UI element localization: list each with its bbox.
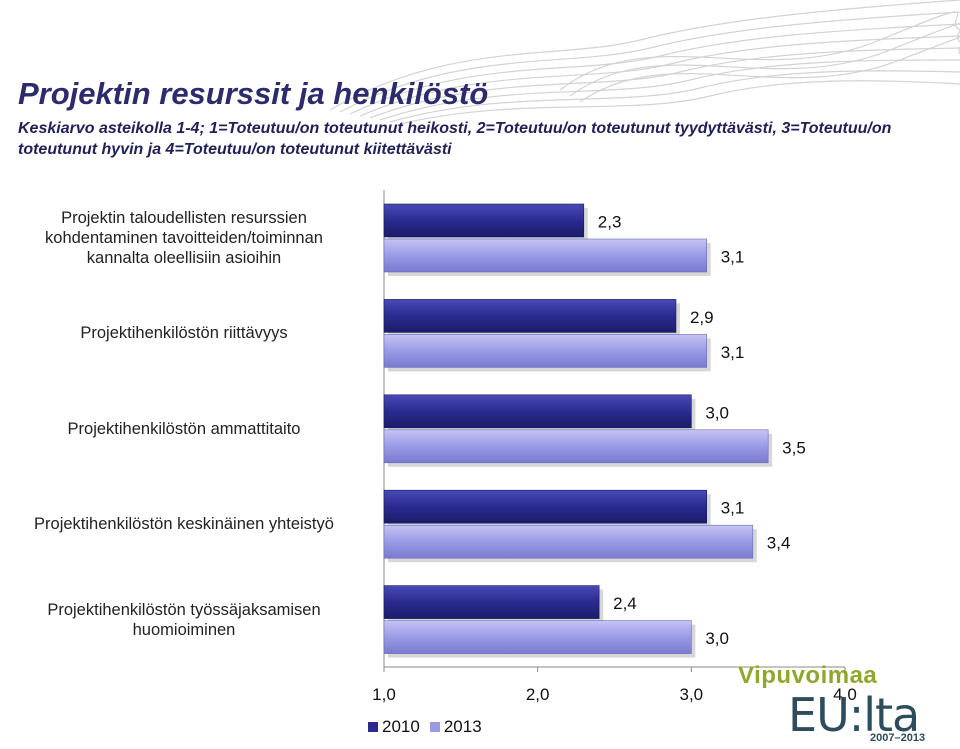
bar-2010	[383, 394, 692, 429]
category-label: Projektihenkilöstön työssäjaksamisen huo…	[47, 600, 321, 639]
bar-2010	[383, 489, 708, 524]
bar-2013	[383, 429, 769, 464]
legend-label-2010: 2010	[382, 717, 420, 736]
page-subtitle: Keskiarvo asteikolla 1-4; 1=Toteutuu/on …	[18, 120, 892, 158]
logo-line-3: 2007–2013	[870, 732, 926, 744]
legend-item-2013: 2013	[429, 717, 482, 737]
bar-2013	[383, 620, 692, 654]
bar-2010	[383, 585, 600, 619]
legend-swatch-2010	[368, 722, 378, 732]
data-label-2010: 3,1	[721, 499, 745, 518]
x-tick-label: 4,0	[833, 685, 857, 704]
bar-2013	[383, 334, 708, 368]
data-label-2010: 2,3	[598, 213, 622, 232]
legend-label-2013: 2013	[443, 717, 482, 736]
data-label-2010: 2,4	[613, 594, 637, 613]
data-label-2013: 3,1	[721, 248, 745, 267]
data-label-2013: 3,0	[705, 629, 729, 648]
logo-line-1: Vipuvoimaa	[738, 662, 878, 689]
data-label-2013: 3,4	[767, 534, 791, 553]
bar-2013	[383, 524, 754, 559]
logo-line-2: EU:lta	[788, 688, 920, 742]
data-label-2010: 3,0	[705, 403, 729, 422]
vipuvoimaa-eu-logo: Vipuvoimaa EU:lta 2007–2013	[738, 662, 938, 746]
chart-legend: 2010 2013	[368, 717, 492, 737]
data-label-2013: 3,1	[721, 343, 745, 362]
bar-2010	[383, 299, 677, 333]
page-title: Projektin resurssit ja henkilöstö	[18, 76, 489, 111]
bar-2013	[383, 238, 708, 273]
category-label: Projektihenkilöstön keskinäinen yhteisty…	[34, 515, 334, 534]
legend-item-2010: 2010	[368, 717, 420, 737]
decorative-wave-graphic	[329, 0, 960, 125]
legend-swatch-2013	[429, 722, 440, 732]
category-label: Projektihenkilöstön ammattitaito	[67, 419, 301, 438]
data-label-2010: 2,9	[690, 308, 714, 327]
x-tick-label: 1,0	[372, 685, 396, 704]
x-tick-label: 2,0	[526, 685, 550, 704]
bar-2010	[383, 203, 585, 238]
category-label: Projektin taloudellisten resurssien kohd…	[45, 209, 323, 267]
category-label: Projektihenkilöstön riittävyys	[80, 324, 288, 343]
data-label-2013: 3,5	[782, 438, 806, 457]
x-tick-label: 3,0	[680, 685, 704, 704]
